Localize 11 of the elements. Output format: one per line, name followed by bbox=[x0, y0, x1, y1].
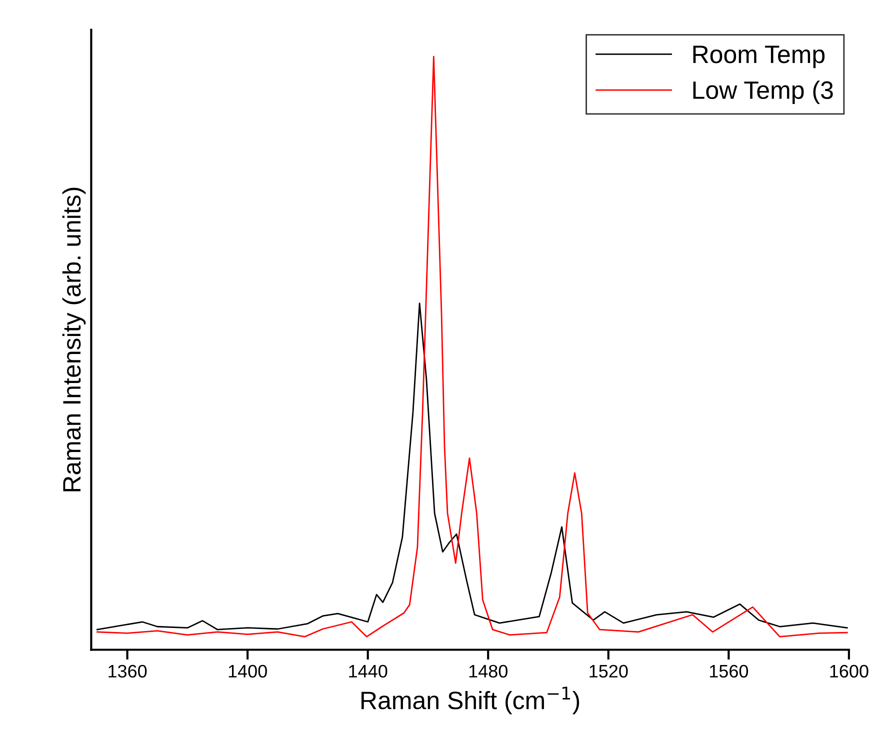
legend-label: Low Temp (3 bbox=[693, 80, 833, 104]
x-tick-label: 1440 bbox=[349, 664, 388, 678]
legend-label: Room Temp bbox=[693, 46, 825, 68]
x-tick-label: 1520 bbox=[590, 664, 628, 678]
x-tick-label: 1480 bbox=[469, 664, 508, 678]
x-tick-label: 1560 bbox=[710, 664, 748, 678]
x-axis-title: Raman Shift (cm$^{−1}$) bbox=[362, 686, 580, 714]
y-axis-title: Raman Intensity (arb. units) bbox=[62, 188, 86, 492]
x-tick-label: 1400 bbox=[228, 664, 267, 678]
x-tick-label: 1600 bbox=[830, 664, 868, 678]
x-tick-label: 1360 bbox=[108, 664, 147, 678]
